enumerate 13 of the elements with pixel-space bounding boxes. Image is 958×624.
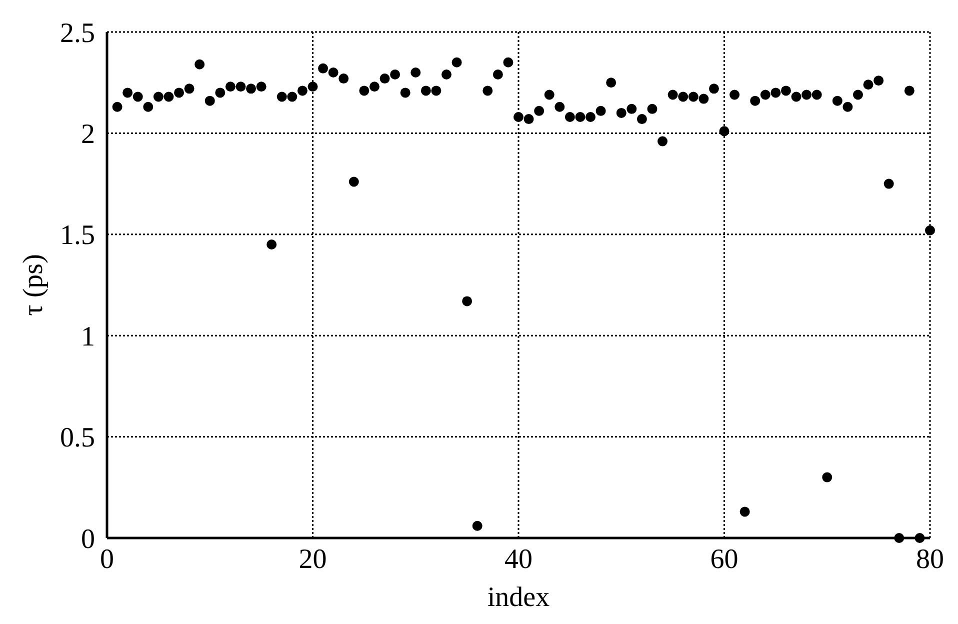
y-tick-label: 2	[81, 119, 95, 150]
x-tick-label: 60	[710, 544, 738, 575]
x-tick-label: 20	[298, 544, 327, 575]
y-tick-label: 1.5	[60, 220, 95, 252]
y-tick-label: 1	[81, 321, 95, 352]
x-axis-title: index	[487, 582, 550, 613]
y-tick-label: 0.5	[60, 422, 95, 454]
x-tick-label: 40	[504, 544, 532, 575]
x-tick-label: 80	[916, 544, 944, 575]
y-tick-label: 2.5	[60, 18, 95, 49]
x-tick-label: 0	[100, 544, 114, 575]
y-axis-title: τ (ps)	[18, 254, 49, 316]
y-tick-label: 0	[81, 524, 95, 555]
